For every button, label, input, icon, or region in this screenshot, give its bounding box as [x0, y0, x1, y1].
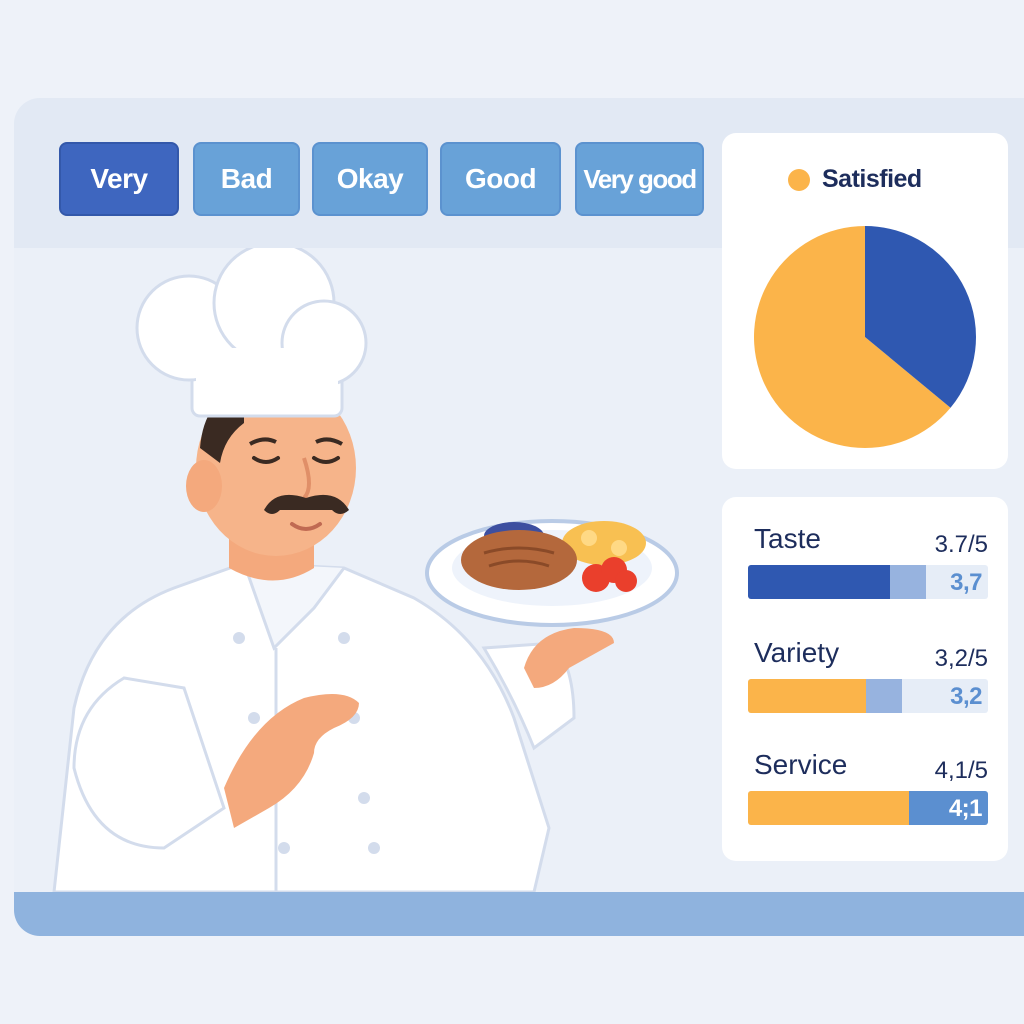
metric-variety-score: 3,2/5 [934, 645, 988, 672]
pie-slice-satisfied [754, 226, 951, 448]
metric-taste-bar-fill [748, 565, 890, 599]
chef-chest-hand [224, 694, 359, 828]
food-plate [425, 519, 679, 627]
metric-service-value: 4;1 [948, 795, 983, 822]
metric-service-label: Service [754, 749, 848, 780]
rating-very-good-button[interactable]: Very good [575, 142, 704, 216]
metric-taste-bar: 3,7 [748, 565, 988, 599]
metrics-card: Taste 3.7/5 3,7 Variety 3,2/5 3,2 Servic… [722, 497, 1008, 861]
satisfaction-pie-chart [754, 226, 976, 448]
metric-variety-bar: 3,2 [748, 679, 988, 713]
chart-legend: Satisfied [788, 165, 922, 194]
metric-variety-value: 3,2 [950, 683, 982, 710]
metric-service-bar: 4;1 [748, 791, 988, 825]
rating-okay-button[interactable]: Okay [312, 142, 428, 216]
metric-variety-bar-fill [748, 679, 866, 713]
metric-service: Service 4,1/5 4;1 [748, 749, 988, 839]
metric-variety-bar-highlight [866, 679, 902, 713]
metric-variety-label: Variety [754, 637, 840, 668]
metric-service-bar-highlight [909, 791, 988, 825]
metric-taste-label: Taste [754, 523, 821, 554]
chef-illustration [52, 248, 679, 892]
metric-service-bar-fill [748, 791, 909, 825]
legend-satisfied-label: Satisfied [822, 165, 922, 193]
metric-service-score: 4,1/5 [934, 757, 988, 784]
metric-taste-value: 3,7 [950, 569, 982, 596]
chef-raised-hand [524, 628, 614, 688]
metric-taste-score: 3.7/5 [934, 531, 988, 558]
metric-taste-bar-highlight [890, 565, 926, 599]
footer-bar [14, 892, 1024, 936]
satisfaction-card: Satisfied [722, 133, 1008, 469]
metric-taste: Taste 3.7/5 3,7 [748, 523, 988, 613]
legend-satisfied-swatch [788, 168, 810, 191]
rating-bad-button[interactable]: Bad [193, 142, 300, 216]
rating-very-button[interactable]: Very [59, 142, 179, 216]
chef-mustache [264, 494, 349, 514]
pie-slice-other [865, 226, 976, 408]
chef-hat [135, 248, 368, 418]
metric-variety: Variety 3,2/5 3,2 [748, 637, 988, 727]
rating-good-button[interactable]: Good [440, 142, 561, 216]
